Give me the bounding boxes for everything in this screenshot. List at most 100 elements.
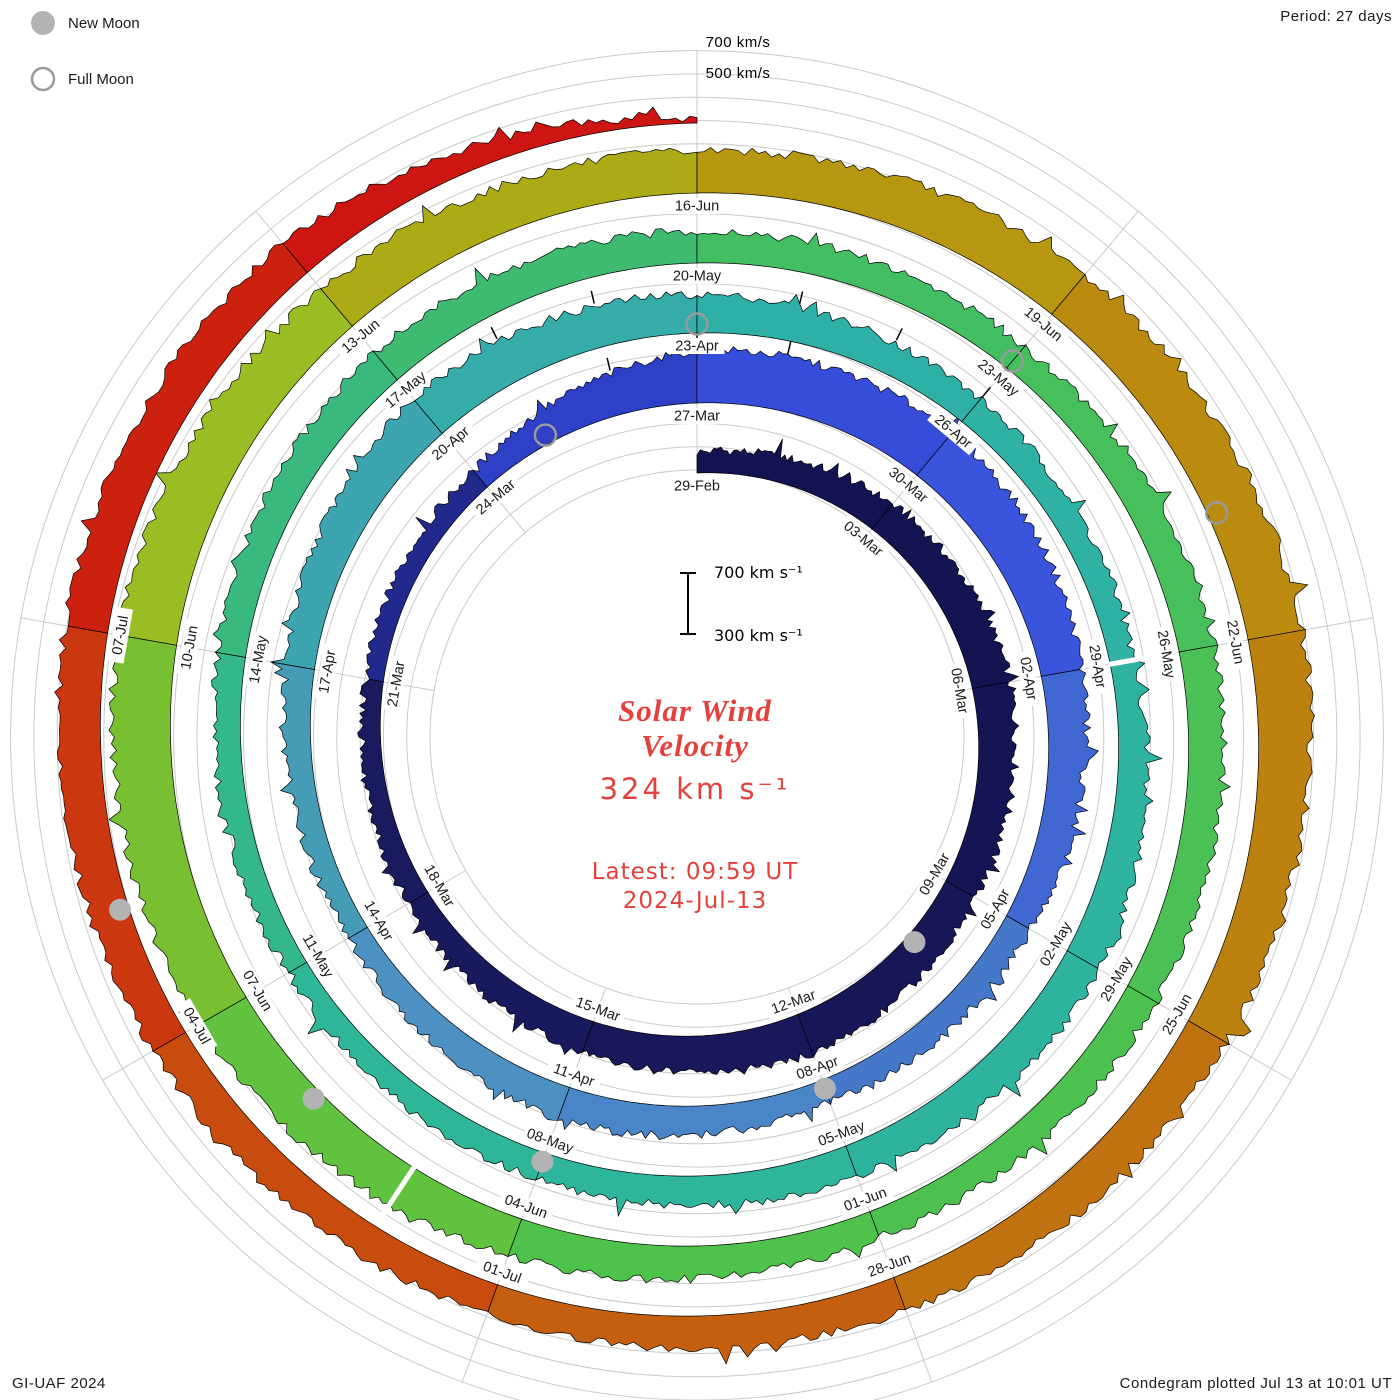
new-moon-marker xyxy=(109,898,132,921)
date-label-group: 26-May xyxy=(1153,625,1179,683)
date-label-bg xyxy=(297,928,339,984)
data-gap xyxy=(374,1164,417,1226)
new-moon-marker xyxy=(302,1087,325,1110)
date-label-group: 17-Apr xyxy=(314,643,340,701)
spiral-band-segment xyxy=(916,429,1084,677)
event-tick xyxy=(895,328,903,341)
date-label-bg xyxy=(812,1116,870,1151)
date-label: 16-Jun xyxy=(675,199,719,215)
date-label: 06-Mar xyxy=(947,667,971,715)
full-moon-marker xyxy=(1204,501,1229,525)
date-label-bg xyxy=(334,312,387,360)
date-label-bg xyxy=(1153,625,1179,683)
date-label-bg xyxy=(882,461,935,509)
current-velocity-value: 324 km s⁻¹ xyxy=(599,772,791,806)
radial-axis-500-label: 500 km/s xyxy=(705,65,771,82)
plotted-timestamp: Condegram plotted Jul 13 at 10:01 UT xyxy=(1119,1375,1392,1392)
event-tick xyxy=(787,341,792,355)
date-label-group: 29-Apr xyxy=(1084,638,1111,695)
date-label-bg xyxy=(473,1255,531,1290)
date-label-group: 20-May xyxy=(669,268,725,285)
date-label-group: 21-Mar xyxy=(383,655,409,713)
legend-full-moon-label: Full Moon xyxy=(68,70,134,88)
date-label: 14-May xyxy=(247,634,271,685)
full-moon-marker xyxy=(1000,349,1025,373)
date-label-group: 23-Apr xyxy=(669,338,725,355)
date-label: 27-Mar xyxy=(674,409,720,425)
spiral-band-segment xyxy=(535,1145,857,1217)
date-label-bg xyxy=(314,643,340,701)
full-moon-marker xyxy=(685,312,709,336)
date-label-group: 07-Jul xyxy=(107,606,134,664)
spiral-band-segment xyxy=(556,1079,832,1141)
date-label-group: 16-Jun xyxy=(669,198,725,215)
date-label-bg xyxy=(788,1051,846,1085)
velocity-scalebar xyxy=(687,573,689,635)
date-label-group: 14-May xyxy=(245,631,271,688)
latest-date-label: 2024-Jul-13 xyxy=(622,887,768,914)
spiral-band-segment xyxy=(893,1020,1231,1311)
date-label-group: 27-Mar xyxy=(669,408,725,425)
scalebar-300-label: 300 km s⁻¹ xyxy=(714,626,803,645)
spiral-band-segment xyxy=(357,678,429,903)
date-label-bg xyxy=(837,515,890,563)
date-label-bg xyxy=(972,354,1025,402)
date-label-bg xyxy=(569,992,627,1027)
date-label: 10-Jun xyxy=(178,624,201,670)
date-label-bg xyxy=(176,998,218,1054)
date-label-bg xyxy=(765,985,822,1019)
date-label-bg xyxy=(669,198,725,214)
velocity-scalebar-cap-top xyxy=(680,572,696,574)
date-label: 21-Mar xyxy=(385,660,409,708)
event-tick xyxy=(798,291,804,305)
date-label-bg xyxy=(1015,650,1042,707)
legend-new-moon: New Moon xyxy=(28,8,140,38)
date-label: 22-Jun xyxy=(1223,619,1246,665)
date-label-bg xyxy=(1084,638,1111,695)
date-label: 07-Jul xyxy=(110,615,133,657)
date-label: 29-Apr xyxy=(1085,644,1108,690)
spiral-band-segment xyxy=(696,438,893,530)
date-label-group: 22-Jun xyxy=(1222,613,1248,671)
date-label-bg xyxy=(927,407,980,456)
scalebar-700-label: 700 km s⁻¹ xyxy=(714,563,803,582)
date-label-bg xyxy=(107,606,134,664)
event-tick xyxy=(606,357,611,371)
date-label-group: 06-Mar xyxy=(946,662,973,720)
grid-spoke xyxy=(868,210,1139,533)
date-label: 17-Apr xyxy=(316,649,339,695)
spiral-band-segment xyxy=(365,469,488,683)
date-label-bg xyxy=(497,1189,555,1224)
new-moon-marker xyxy=(813,1077,836,1100)
date-label-bg xyxy=(860,1248,918,1283)
date-label: 29-Feb xyxy=(674,479,720,495)
spiral-band-segment xyxy=(507,1211,879,1284)
full-moon-marker xyxy=(533,423,558,447)
date-label-bg xyxy=(521,1124,579,1158)
spiral-band-segment xyxy=(487,1276,906,1365)
date-label: 23-Apr xyxy=(675,339,719,355)
date-label-bg xyxy=(1156,986,1198,1042)
period-label: Period: 27 days xyxy=(1280,8,1392,25)
latest-reading: Latest: 09:59 UT 2024-Jul-13 xyxy=(460,858,930,916)
date-label-bg xyxy=(469,473,522,521)
chart-title-line2: Velocity xyxy=(641,727,749,763)
date-label-bg xyxy=(1017,300,1070,349)
event-tick xyxy=(590,290,595,304)
latest-time-label: Latest: 09:59 UT xyxy=(591,859,799,885)
date-label-bg xyxy=(176,619,203,676)
spiral-band-segment xyxy=(869,985,1160,1237)
event-tick xyxy=(490,326,498,340)
date-label-group: 10-Jun xyxy=(176,619,203,676)
date-label-bg xyxy=(669,478,725,494)
date-label-group: 02-Apr xyxy=(1015,650,1042,707)
chart-title-line1: Solar Wind xyxy=(618,693,772,728)
date-label-bg xyxy=(836,1182,894,1217)
full-moon-icon xyxy=(30,66,56,92)
legend-new-moon-label: New Moon xyxy=(68,14,140,32)
date-label-bg xyxy=(236,963,278,1019)
credit-label: GI-UAF 2024 xyxy=(12,1375,106,1392)
new-moon-icon xyxy=(31,11,55,35)
